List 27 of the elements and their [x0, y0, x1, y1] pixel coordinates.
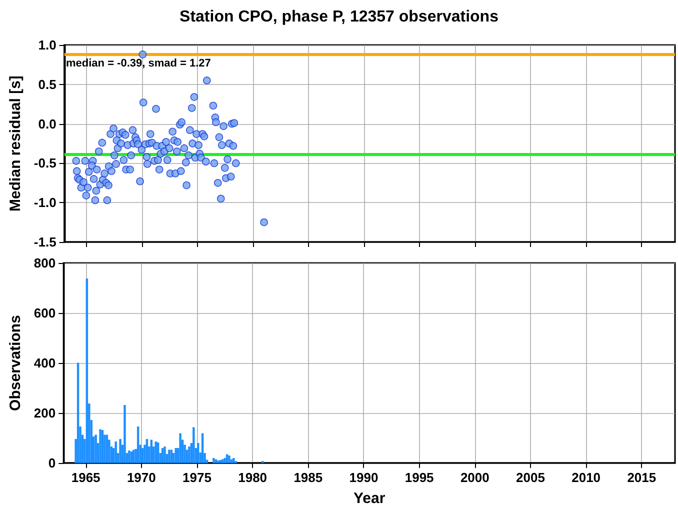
- y-tick-label: 0.0: [38, 116, 56, 132]
- annotation: median = -0.39, smad = 1.27: [66, 58, 211, 70]
- y-tick-label: -1.5: [34, 234, 56, 250]
- y-tick-label: 1.0: [38, 38, 56, 52]
- chart-title: Station CPO, phase P, 12357 observations: [180, 8, 499, 26]
- x-tick-label: 1975: [182, 470, 212, 485]
- x-tick-label: 2015: [627, 470, 656, 485]
- x-tick-label: 2005: [516, 470, 545, 485]
- x-tick-label: 2010: [572, 470, 601, 485]
- y-tick-label: -1.0: [34, 195, 56, 210]
- x-tick-label: 1990: [349, 470, 378, 485]
- y-tick-label: 600: [34, 306, 56, 320]
- y-tick-label: 200: [34, 406, 56, 420]
- x-tick-label: 2000: [460, 470, 490, 485]
- x-tick-label: 1985: [294, 470, 323, 485]
- x-tick-label: 1970: [126, 470, 156, 485]
- y-axis-title: Observations: [7, 315, 24, 411]
- y-tick-label: -0.5: [34, 156, 56, 171]
- y-tick-label: 0.5: [38, 76, 56, 92]
- x-axis-title: Year: [353, 490, 386, 507]
- y-tick-label: 0: [48, 456, 56, 470]
- x-tick-label: 1965: [71, 470, 100, 485]
- x-tick-label: 1995: [404, 470, 434, 485]
- y-tick-label: 400: [34, 356, 56, 370]
- y-tick-label: 800: [34, 256, 56, 270]
- x-tick-label: 1980: [238, 470, 268, 485]
- y-axis-title: Median residual [s]: [7, 76, 24, 212]
